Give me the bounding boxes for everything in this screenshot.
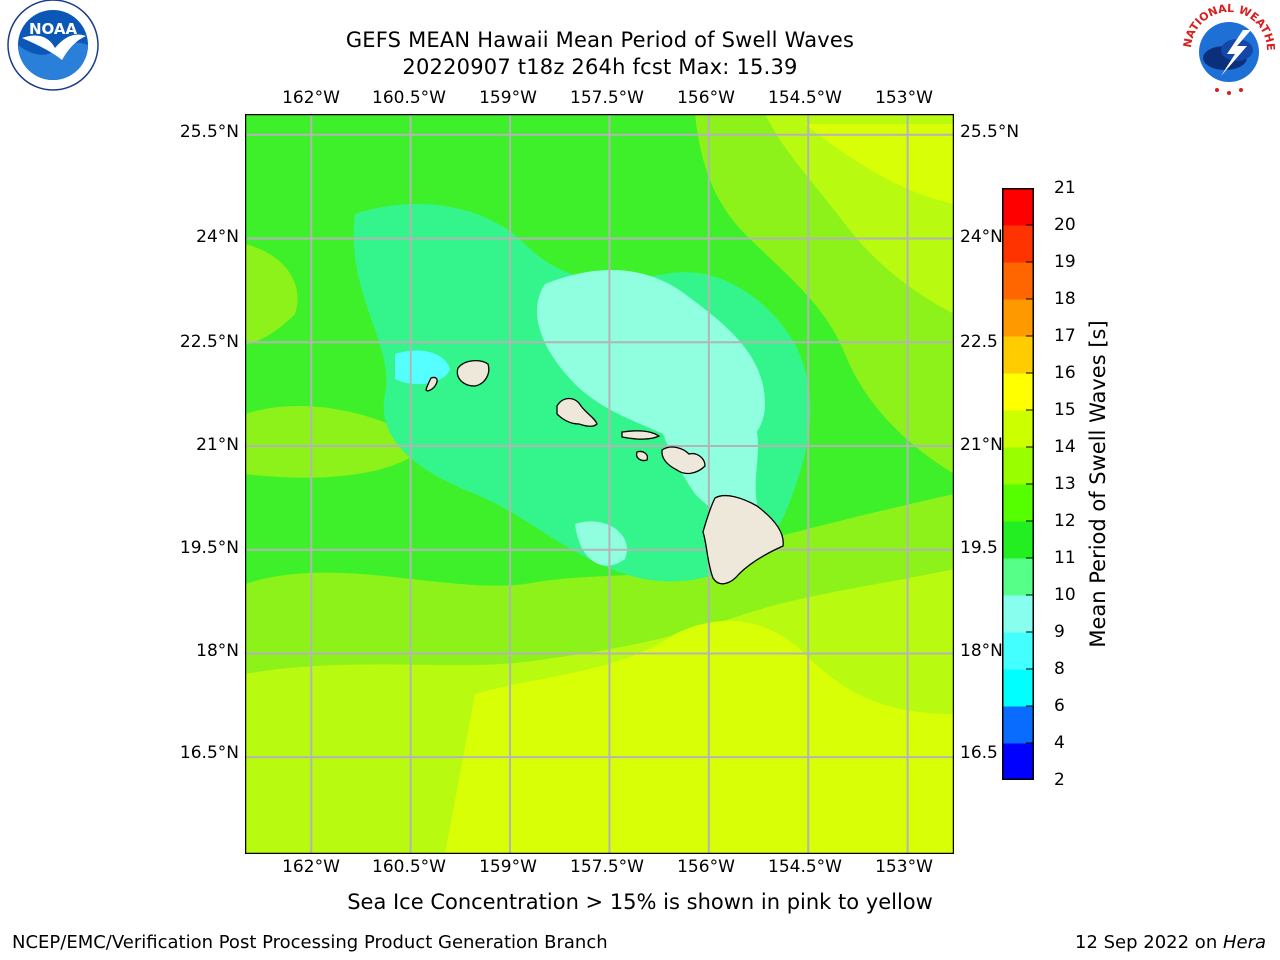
colorbar-level-label: 4 bbox=[1054, 733, 1065, 753]
map-panel bbox=[244, 113, 955, 855]
colorbar-level-label: 17 bbox=[1054, 326, 1076, 346]
island-lanai bbox=[635, 450, 649, 462]
lat-label-right-19-5: 19.5 bbox=[960, 538, 998, 558]
map-border bbox=[244, 113, 955, 855]
lon-label-bottom-162w: 162°W bbox=[282, 857, 340, 877]
colorbar-level-label: 16 bbox=[1054, 363, 1076, 383]
lat-label-right-25-5n: 25.5°N bbox=[960, 122, 1020, 142]
colorbar-segment bbox=[1002, 188, 1034, 226]
colorbar-border bbox=[1002, 188, 1034, 780]
colorbar-segment bbox=[1002, 558, 1034, 596]
lat-label-left-16-5n: 16.5°N bbox=[179, 743, 239, 763]
colorbar-level-label: 15 bbox=[1054, 400, 1076, 420]
colorbar-level-label: 21 bbox=[1054, 178, 1076, 198]
colorbar-level-label: 14 bbox=[1054, 437, 1076, 457]
lat-label-left-25-5n: 25.5°N bbox=[179, 122, 239, 142]
lon-label-bottom-157-5w: 157.5°W bbox=[570, 857, 644, 877]
noaa-logo: NOAA bbox=[0, 0, 106, 98]
lon-label-top-159w: 159°W bbox=[479, 88, 537, 108]
colorbar-segment bbox=[1002, 373, 1034, 411]
lat-label-right-21n: 21°N bbox=[960, 435, 1003, 455]
swell-period-map bbox=[244, 113, 955, 855]
lat-label-left-18n: 18°N bbox=[196, 641, 239, 661]
island-niihau bbox=[425, 376, 438, 392]
lon-label-top-157-5w: 157.5°W bbox=[570, 88, 644, 108]
period-field-14-15 bbox=[445, 620, 954, 854]
lat-label-right-22-5: 22.5 bbox=[960, 332, 998, 352]
nws-logo: NATIONAL WEATHER SERVICE bbox=[1173, 0, 1280, 98]
lon-label-top-162w: 162°W bbox=[282, 88, 340, 108]
lon-label-bottom-160-5w: 160.5°W bbox=[372, 857, 446, 877]
colorbar-segment bbox=[1002, 484, 1034, 522]
island-oahu bbox=[556, 397, 598, 427]
footer-date-text: 12 Sep 2022 on bbox=[1075, 932, 1223, 953]
colorbar-segment bbox=[1002, 299, 1034, 337]
period-field-9-10-b bbox=[658, 376, 765, 527]
colorbar-level-label: 10 bbox=[1054, 585, 1076, 605]
lon-label-bottom-159w: 159°W bbox=[479, 857, 537, 877]
colorbar-segment bbox=[1002, 262, 1034, 300]
period-field-w2-12-13 bbox=[245, 405, 425, 478]
colorbar-segment bbox=[1002, 595, 1034, 633]
lat-label-left-24n: 24°N bbox=[196, 227, 239, 247]
colorbar-level-label: 2 bbox=[1054, 770, 1065, 790]
chart-subtitle: 20220907 t18z 264h fcst Max: 15.39 bbox=[402, 55, 798, 79]
colorbar-level-label: 13 bbox=[1054, 474, 1076, 494]
colorbar-segment bbox=[1002, 410, 1034, 448]
colorbar-level-label: 6 bbox=[1054, 696, 1065, 716]
footer-branch: NCEP/EMC/Verification Post Processing Pr… bbox=[12, 932, 608, 953]
colorbar-level-label: 8 bbox=[1054, 659, 1065, 679]
lat-lon-grid bbox=[245, 114, 954, 854]
colorbar-level-label: 18 bbox=[1054, 289, 1076, 309]
colorbar-title: Mean Period of Swell Waves [s] bbox=[1086, 320, 1110, 648]
colorbar-segment bbox=[1002, 669, 1034, 707]
period-field-w-12-13 bbox=[245, 244, 298, 344]
lon-label-bottom-154-5w: 154.5°W bbox=[768, 857, 842, 877]
svg-text:NOAA: NOAA bbox=[29, 20, 78, 38]
colorbar-level-label: 9 bbox=[1054, 622, 1065, 642]
island-maui bbox=[661, 446, 706, 475]
lon-label-bottom-153w: 153°W bbox=[875, 857, 933, 877]
colorbar-segment bbox=[1002, 336, 1034, 374]
island-hawaii bbox=[702, 494, 784, 585]
colorbar bbox=[1002, 188, 1034, 780]
period-field-9-10-c bbox=[575, 521, 627, 566]
lat-label-right-16-5: 16.5 bbox=[960, 743, 998, 763]
colorbar-segment bbox=[1002, 743, 1034, 780]
lat-label-right-18n: 18°N bbox=[960, 641, 1003, 661]
sea-ice-caption: Sea Ice Concentration > 15% is shown in … bbox=[347, 890, 933, 914]
colorbar-segment bbox=[1002, 632, 1034, 670]
colorbar-segment bbox=[1002, 447, 1034, 485]
colorbar-level-label: 20 bbox=[1054, 215, 1076, 235]
lon-label-top-156w: 156°W bbox=[677, 88, 735, 108]
colorbar-segment bbox=[1002, 521, 1034, 559]
lon-label-top-153w: 153°W bbox=[875, 88, 933, 108]
footer-date: 12 Sep 2022 on Hera bbox=[1075, 932, 1266, 953]
lon-label-top-160-5w: 160.5°W bbox=[372, 88, 446, 108]
period-field-ne-14-15 bbox=[805, 124, 954, 204]
lat-label-left-22-5n: 22.5°N bbox=[179, 332, 239, 352]
colorbar-level-label: 19 bbox=[1054, 252, 1076, 272]
colorbar-segment bbox=[1002, 706, 1034, 744]
lat-label-left-19-5n: 19.5°N bbox=[179, 538, 239, 558]
colorbar-level-label: 11 bbox=[1054, 548, 1076, 568]
hawaiian-islands bbox=[425, 360, 784, 585]
island-kauai bbox=[456, 360, 490, 387]
lat-label-right-24n: 24°N bbox=[960, 227, 1003, 247]
colorbar-level-label: 12 bbox=[1054, 511, 1076, 531]
lon-label-bottom-156w: 156°W bbox=[677, 857, 735, 877]
footer-host: Hera bbox=[1222, 932, 1266, 953]
island-molokai bbox=[621, 430, 661, 440]
lon-label-top-154-5w: 154.5°W bbox=[768, 88, 842, 108]
colorbar-segment bbox=[1002, 225, 1034, 263]
chart-title: GEFS MEAN Hawaii Mean Period of Swell Wa… bbox=[345, 28, 855, 52]
lat-label-left-21n: 21°N bbox=[196, 435, 239, 455]
period-field-8-9 bbox=[395, 350, 450, 385]
